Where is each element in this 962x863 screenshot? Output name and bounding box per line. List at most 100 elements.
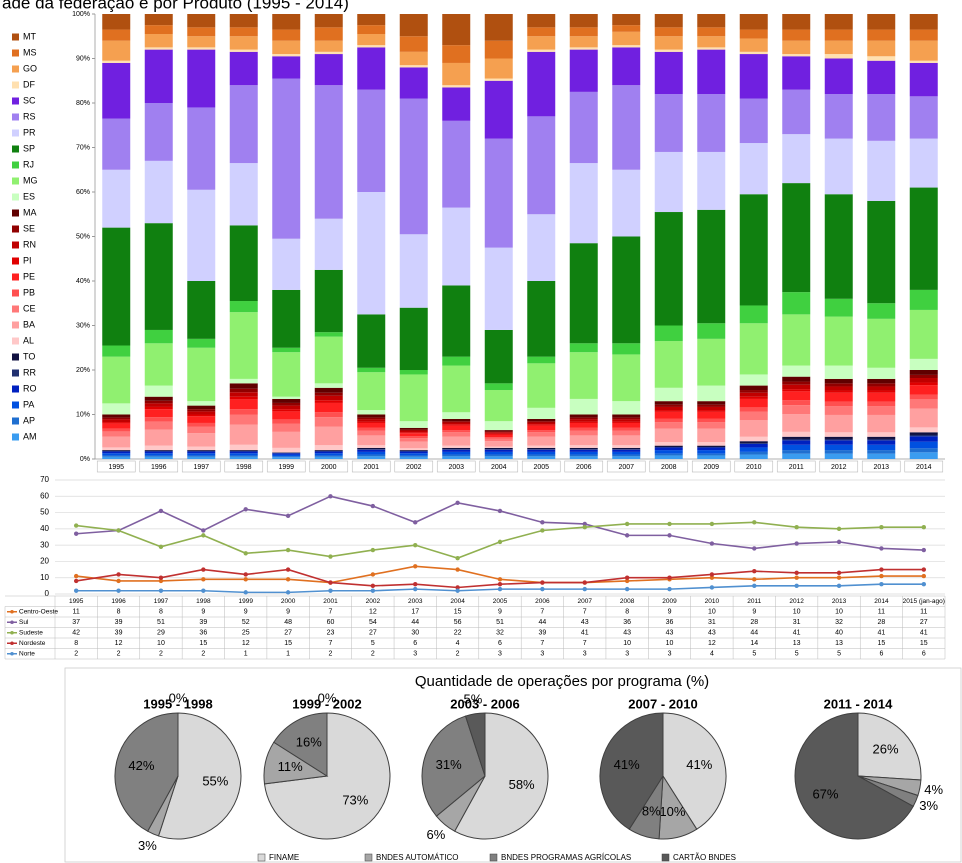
bar-segment — [484, 438, 513, 442]
bar-segment — [654, 341, 683, 388]
legend-label: RJ — [23, 159, 34, 169]
bar-segment — [272, 352, 301, 397]
bar-segment — [187, 414, 216, 417]
table-cell: 23 — [327, 630, 335, 637]
bar-segment — [229, 14, 258, 28]
bar-segment — [824, 194, 853, 299]
bar-segment — [867, 440, 896, 445]
bar-segment — [697, 47, 726, 50]
bar-segment — [654, 450, 683, 454]
bar-segment — [824, 383, 853, 387]
point — [285, 577, 291, 582]
bar-segment — [229, 424, 258, 445]
bar-segment — [654, 418, 683, 423]
x-tick-label: 2008 — [661, 464, 677, 471]
point — [879, 546, 884, 551]
bar-segment — [399, 455, 428, 457]
x-tick-label: 2010 — [705, 598, 720, 605]
bar-segment — [357, 435, 386, 446]
x-tick-label: 1998 — [236, 464, 252, 471]
bar-segment — [442, 424, 471, 426]
bar-segment — [612, 169, 641, 237]
point — [540, 580, 545, 585]
bar-segment — [697, 418, 726, 423]
bar-segment — [102, 356, 131, 404]
point — [455, 585, 460, 590]
bar-segment — [654, 94, 683, 152]
bar-segment — [824, 444, 853, 451]
bar-segment — [654, 406, 683, 411]
bar-segment — [144, 456, 173, 459]
bar-segment — [569, 91, 598, 164]
bar-segment — [187, 426, 216, 434]
table-cell: 28 — [878, 619, 886, 626]
x-tick-label: 2012 — [789, 598, 804, 605]
bar-segment — [824, 432, 853, 437]
table-cell: 8 — [159, 609, 163, 616]
x-label-box — [479, 460, 519, 473]
table-cell: 4 — [710, 651, 714, 658]
table-cell: 9 — [498, 609, 502, 616]
bar-segment — [824, 406, 853, 415]
bar-segment — [739, 398, 768, 408]
bar-segment — [187, 27, 216, 37]
bar-segment — [739, 454, 768, 459]
x-label-box — [181, 460, 221, 473]
pie-title: 1995 - 1998 — [143, 696, 212, 711]
bar-segment — [144, 400, 173, 404]
bar-segment — [569, 414, 598, 418]
table-cell: 28 — [750, 619, 758, 626]
bar-segment — [187, 451, 216, 454]
legend-swatch — [12, 113, 19, 121]
table-cell: 7 — [329, 640, 333, 647]
point — [73, 531, 79, 536]
point — [667, 533, 672, 538]
bar-segment — [782, 40, 811, 55]
y-tick-label: 80% — [76, 100, 90, 107]
legend-label: SC — [23, 95, 36, 105]
x-label-box — [96, 460, 136, 473]
point — [201, 528, 206, 533]
table-cell: 52 — [242, 619, 250, 626]
bar-segment — [399, 450, 428, 451]
bar-segment — [314, 445, 343, 451]
bar-segment — [697, 151, 726, 210]
bar-segment — [272, 454, 301, 457]
bar-segment — [187, 338, 216, 348]
bar-segment — [824, 436, 853, 439]
point — [158, 508, 164, 514]
bar-segment — [187, 107, 216, 190]
bar-segment — [272, 431, 301, 448]
bar-segment — [654, 27, 683, 37]
pie-label: 41% — [686, 757, 712, 772]
bar-segment — [612, 430, 641, 436]
point — [540, 586, 545, 592]
bar-segment — [442, 207, 471, 286]
pie-label: 16% — [296, 734, 322, 749]
bar-segment — [569, 343, 598, 353]
bar-segment — [612, 445, 641, 448]
x-tick-label: 2011 — [789, 464, 804, 471]
table-cell: 40 — [835, 630, 843, 637]
bar-segment — [484, 431, 513, 433]
table-cell: 10 — [708, 609, 716, 616]
bar-segment — [697, 36, 726, 48]
table-cell: 14 — [750, 640, 758, 647]
bar-segment — [229, 414, 258, 425]
bar-segment — [399, 427, 428, 430]
x-tick-label: 1999 — [278, 464, 294, 471]
x-tick-label: 2001 — [323, 598, 338, 605]
bar-segment — [909, 14, 938, 30]
bar-segment — [697, 453, 726, 456]
point — [413, 582, 418, 587]
bar-segment — [527, 14, 556, 28]
x-tick-label: 1997 — [193, 464, 209, 471]
table-cell: 12 — [115, 640, 123, 647]
table-cell: 6 — [879, 651, 883, 658]
bar-segment — [229, 383, 258, 389]
bar-segment — [654, 387, 683, 402]
bar-segment — [527, 430, 556, 433]
bar-segment — [782, 389, 811, 392]
table-cell: 10 — [157, 640, 165, 647]
bar-segment — [739, 407, 768, 412]
